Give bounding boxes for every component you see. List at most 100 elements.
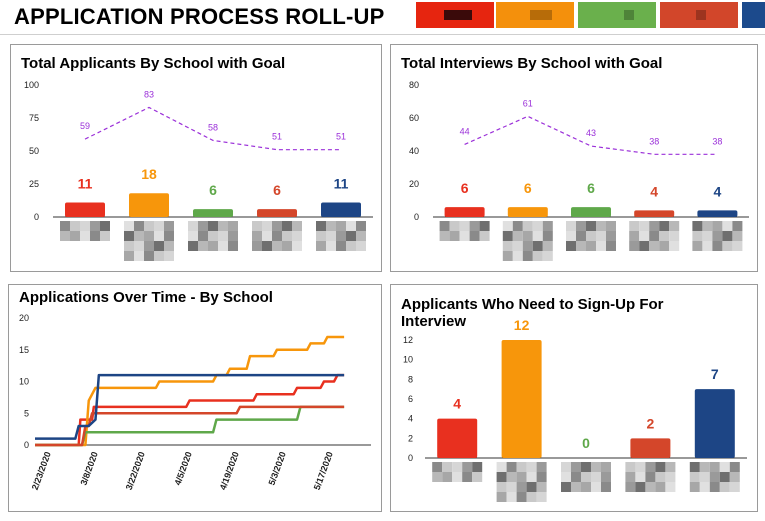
- y-tick-label: 12: [403, 335, 413, 345]
- school-tab-4[interactable]: [660, 2, 738, 28]
- redacted-pixel: [581, 482, 591, 492]
- redacted-pixel: [469, 231, 480, 241]
- interviews-chart-panel: Total Interviews By School with Goal 0 20…: [390, 44, 758, 272]
- redacted-pixel: [282, 231, 292, 241]
- redacted-pixel: [719, 472, 730, 482]
- redacted-pixel: [228, 241, 238, 251]
- y-tick-label: 0: [34, 212, 39, 222]
- redacted-pixel: [649, 241, 660, 251]
- y-tick-label: 0: [408, 453, 413, 463]
- applicants-chart: 0 25 50 75 100 11 18 6 6 11 59 83 58 51 51: [24, 80, 373, 261]
- redacted-category-label: [252, 221, 302, 251]
- redacted-pixel: [536, 482, 547, 492]
- redacted-pixel: [134, 241, 144, 251]
- redacted-pixel: [336, 241, 346, 251]
- over-time-chart: 0 5 10 15 20 2/23/2020 3/8/2020 3/22/2020 4/5/20…: [19, 313, 371, 491]
- school-tab-5[interactable]: [742, 2, 765, 28]
- x-tick-label: 2/23/2020: [30, 450, 53, 491]
- bar: [65, 202, 105, 217]
- redacted-pixel: [729, 482, 740, 492]
- school-tab-3[interactable]: [578, 2, 656, 28]
- redacted-pixel: [606, 241, 616, 251]
- redacted-pixel: [526, 482, 537, 492]
- redacted-pixel: [198, 241, 208, 251]
- y-tick-label: 2: [408, 433, 413, 443]
- redacted-pixel: [188, 221, 198, 231]
- redacted-pixel: [542, 221, 553, 231]
- x-tick-label: 4/5/2020: [172, 450, 193, 486]
- redacted-pixel: [496, 482, 507, 492]
- y-tick-label: 10: [19, 377, 29, 387]
- redacted-pixel: [516, 472, 527, 482]
- y-tick-label: 4: [408, 414, 413, 424]
- redacted-category-label: [689, 462, 740, 492]
- redacted-pixel: [639, 231, 650, 241]
- redacted-pixel: [586, 241, 596, 251]
- redacted-pixel: [522, 251, 533, 261]
- school-tab-redacted-mark: [696, 10, 706, 20]
- redacted-pixel: [188, 241, 198, 251]
- bar-value-label: 2: [647, 415, 655, 431]
- redacted-pixel: [542, 241, 553, 251]
- y-tick-label: 75: [29, 113, 39, 123]
- redacted-pixel: [356, 231, 366, 241]
- bar: [501, 340, 542, 458]
- redacted-pixel: [649, 221, 660, 231]
- y-tick-label: 40: [409, 146, 419, 156]
- redacted-pixel: [639, 221, 650, 231]
- redacted-pixel: [536, 462, 547, 472]
- redacted-pixel: [346, 231, 356, 241]
- redacted-pixel: [452, 472, 463, 482]
- redacted-pixel: [292, 231, 302, 241]
- redacted-pixel: [208, 241, 218, 251]
- bar-value-label: 4: [714, 183, 722, 199]
- redacted-pixel: [689, 462, 700, 472]
- redacted-pixel: [719, 462, 730, 472]
- goal-line: [84, 106, 341, 151]
- redacted-pixel: [596, 241, 606, 251]
- redacted-pixel: [645, 472, 656, 482]
- goal-value-label: 58: [208, 122, 218, 132]
- redacted-pixel: [228, 231, 238, 241]
- y-tick-label: 5: [24, 408, 29, 418]
- redacted-category-label: [188, 221, 238, 251]
- redacted-pixel: [719, 482, 730, 492]
- redacted-pixel: [432, 472, 443, 482]
- redacted-pixel: [472, 472, 483, 482]
- interviews-chart-title: Total Interviews By School with Goal: [401, 55, 663, 72]
- redacted-pixel: [712, 221, 723, 231]
- redacted-pixel: [639, 241, 650, 251]
- y-tick-label: 8: [408, 374, 413, 384]
- redacted-pixel: [645, 462, 656, 472]
- redacted-pixel: [496, 492, 507, 502]
- redacted-pixel: [346, 241, 356, 251]
- redacted-pixel: [722, 221, 733, 231]
- redacted-pixel: [665, 462, 676, 472]
- redacted-pixel: [712, 241, 723, 251]
- redacted-category-label: [502, 221, 553, 261]
- redacted-pixel: [282, 241, 292, 251]
- redacted-pixel: [591, 482, 601, 492]
- redacted-category-label: [432, 462, 483, 482]
- redacted-category-label: [566, 221, 616, 251]
- redacted-pixel: [526, 492, 537, 502]
- school-tab-1[interactable]: [416, 2, 494, 28]
- goal-value-label: 61: [523, 98, 533, 108]
- redacted-pixel: [561, 462, 571, 472]
- redacted-pixel: [561, 472, 571, 482]
- redacted-pixel: [70, 231, 80, 241]
- goal-value-label: 83: [144, 89, 154, 99]
- redacted-pixel: [442, 472, 453, 482]
- school-tab-2[interactable]: [496, 2, 574, 28]
- redacted-pixel: [649, 231, 660, 241]
- redacted-pixel: [502, 251, 513, 261]
- need-signup-chart-title: Applicants Who Need to Sign-Up For Inter…: [401, 296, 664, 330]
- redacted-pixel: [292, 241, 302, 251]
- redacted-category-label: [629, 221, 680, 251]
- redacted-pixel: [316, 231, 326, 241]
- redacted-pixel: [316, 241, 326, 251]
- redacted-pixel: [218, 231, 228, 241]
- bar: [437, 418, 478, 458]
- redacted-pixel: [522, 231, 533, 241]
- redacted-pixel: [462, 472, 473, 482]
